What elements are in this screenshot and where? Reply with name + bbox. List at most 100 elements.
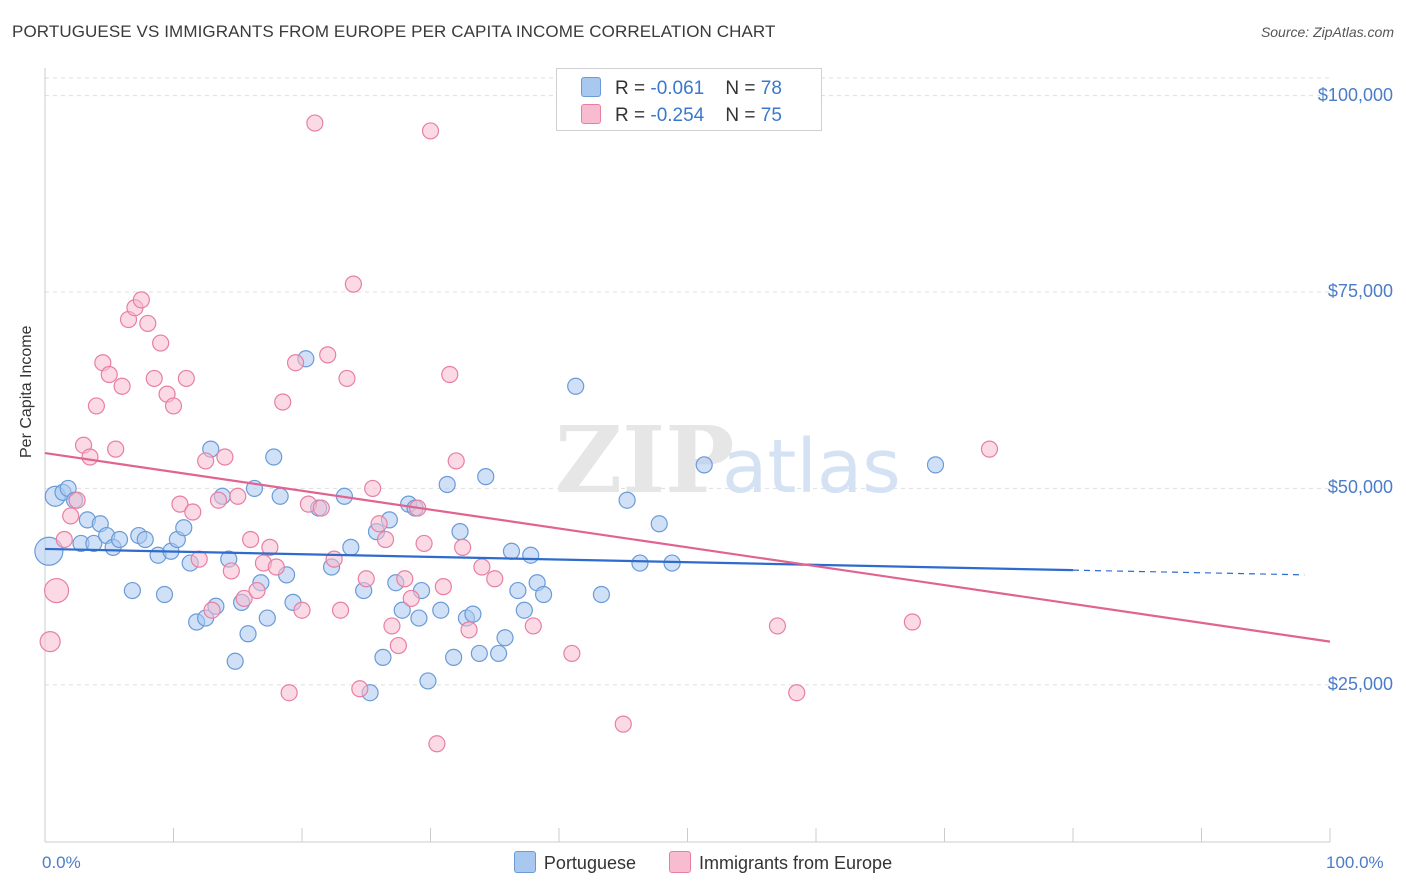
point-immigrants bbox=[421, 122, 440, 140]
legend-swatch-pink bbox=[581, 104, 601, 124]
x-tick-label-max: 100.0% bbox=[1326, 853, 1384, 872]
point-immigrants bbox=[55, 530, 73, 549]
correlation-legend: R = -0.061 N = 78 R = -0.254 N = 75 bbox=[556, 68, 822, 131]
point-immigrants bbox=[415, 534, 433, 553]
point-portuguese bbox=[34, 536, 64, 566]
series-legend-immigrants[interactable]: Immigrants from Europe bbox=[669, 851, 892, 874]
y-axis-label: Per Capita Income bbox=[18, 325, 35, 458]
point-immigrants bbox=[242, 530, 260, 549]
point-immigrants bbox=[100, 365, 118, 384]
point-immigrants bbox=[113, 377, 131, 395]
x-tick-label-min: 0.0% bbox=[42, 853, 81, 872]
point-immigrants bbox=[107, 440, 125, 458]
point-portuguese bbox=[926, 456, 945, 474]
point-immigrants bbox=[325, 550, 343, 568]
point-portuguese bbox=[618, 491, 636, 509]
series-legend-portuguese[interactable]: Portuguese bbox=[513, 851, 636, 874]
legend-r-value-immigrants: -0.254 bbox=[650, 105, 705, 126]
series-label-portuguese: Portuguese bbox=[543, 853, 636, 873]
point-immigrants bbox=[389, 636, 407, 655]
trend-line-portuguese bbox=[44, 547, 1074, 572]
trend-line-immigrants bbox=[44, 451, 1331, 643]
point-immigrants bbox=[39, 631, 61, 653]
point-immigrants bbox=[980, 440, 999, 458]
point-portuguese bbox=[496, 629, 514, 647]
y-tick-label: $25,000 bbox=[1327, 673, 1393, 694]
point-immigrants bbox=[306, 114, 324, 132]
point-portuguese bbox=[393, 601, 411, 619]
point-immigrants bbox=[319, 346, 337, 364]
point-immigrants bbox=[216, 448, 234, 466]
point-immigrants bbox=[486, 570, 504, 588]
point-portuguese bbox=[258, 609, 276, 627]
legend-r-value-portuguese: -0.061 bbox=[650, 78, 705, 99]
point-immigrants bbox=[364, 479, 382, 498]
chart-title: PORTUGUESE VS IMMIGRANTS FROM EUROPE PER… bbox=[12, 22, 776, 41]
point-immigrants bbox=[563, 644, 581, 663]
point-immigrants bbox=[428, 735, 446, 753]
point-immigrants bbox=[87, 397, 106, 415]
legend-n-label: N = bbox=[725, 78, 761, 99]
watermark-atlas: atlas bbox=[722, 424, 901, 510]
point-immigrants bbox=[331, 601, 350, 619]
point-immigrants bbox=[197, 452, 215, 470]
point-immigrants bbox=[524, 617, 542, 635]
point-portuguese bbox=[515, 601, 533, 619]
point-immigrants bbox=[402, 589, 420, 608]
point-immigrants bbox=[184, 503, 202, 521]
point-immigrants bbox=[788, 684, 806, 702]
point-portuguese bbox=[136, 530, 154, 549]
point-portuguese bbox=[438, 475, 456, 494]
point-portuguese bbox=[631, 554, 649, 572]
point-portuguese bbox=[374, 648, 392, 666]
point-immigrants bbox=[274, 393, 292, 411]
point-portuguese bbox=[477, 468, 495, 486]
point-immigrants bbox=[768, 617, 787, 635]
point-immigrants bbox=[614, 715, 632, 733]
point-portuguese bbox=[85, 534, 103, 553]
point-immigrants bbox=[62, 507, 80, 525]
point-portuguese bbox=[110, 530, 129, 549]
point-immigrants bbox=[248, 581, 266, 600]
point-portuguese bbox=[342, 538, 360, 556]
point-portuguese bbox=[522, 546, 540, 564]
legend-swatch-blue bbox=[581, 77, 601, 97]
series-label-immigrants: Immigrants from Europe bbox=[699, 853, 893, 873]
point-immigrants bbox=[383, 617, 401, 635]
y-tick-label: $50,000 bbox=[1327, 477, 1393, 498]
point-portuguese bbox=[464, 605, 482, 623]
point-portuguese bbox=[470, 644, 488, 663]
series-swatch-immigrants bbox=[669, 851, 692, 873]
legend-row-immigrants: R = -0.254 N = 75 bbox=[581, 104, 782, 127]
point-immigrants bbox=[139, 314, 157, 333]
legend-n-value-immigrants: 75 bbox=[760, 105, 782, 126]
point-immigrants bbox=[152, 334, 170, 352]
point-immigrants bbox=[280, 684, 298, 702]
point-immigrants bbox=[286, 354, 305, 372]
point-immigrants bbox=[209, 491, 228, 509]
source-credit: Source: ZipAtlas.com bbox=[1260, 24, 1394, 40]
point-immigrants bbox=[473, 558, 491, 576]
point-portuguese bbox=[490, 644, 508, 663]
y-tick-label: $100,000 bbox=[1317, 84, 1393, 105]
point-immigrants bbox=[171, 495, 189, 513]
legend-n-value-portuguese: 78 bbox=[760, 78, 782, 99]
point-immigrants bbox=[68, 491, 86, 509]
point-immigrants bbox=[43, 577, 70, 604]
point-portuguese bbox=[592, 585, 611, 604]
point-immigrants bbox=[229, 487, 247, 505]
point-immigrants bbox=[434, 578, 452, 596]
point-immigrants bbox=[454, 538, 472, 556]
point-portuguese bbox=[534, 585, 553, 604]
point-portuguese bbox=[502, 542, 521, 560]
point-immigrants bbox=[351, 680, 369, 698]
point-portuguese bbox=[445, 648, 463, 666]
point-immigrants bbox=[81, 448, 99, 466]
point-immigrants bbox=[132, 291, 150, 309]
point-portuguese bbox=[265, 448, 283, 466]
y-tick-label: $75,000 bbox=[1327, 281, 1393, 301]
point-immigrants bbox=[203, 601, 221, 619]
legend-r-label: R = bbox=[615, 78, 651, 99]
series-swatch-portuguese bbox=[513, 851, 536, 873]
